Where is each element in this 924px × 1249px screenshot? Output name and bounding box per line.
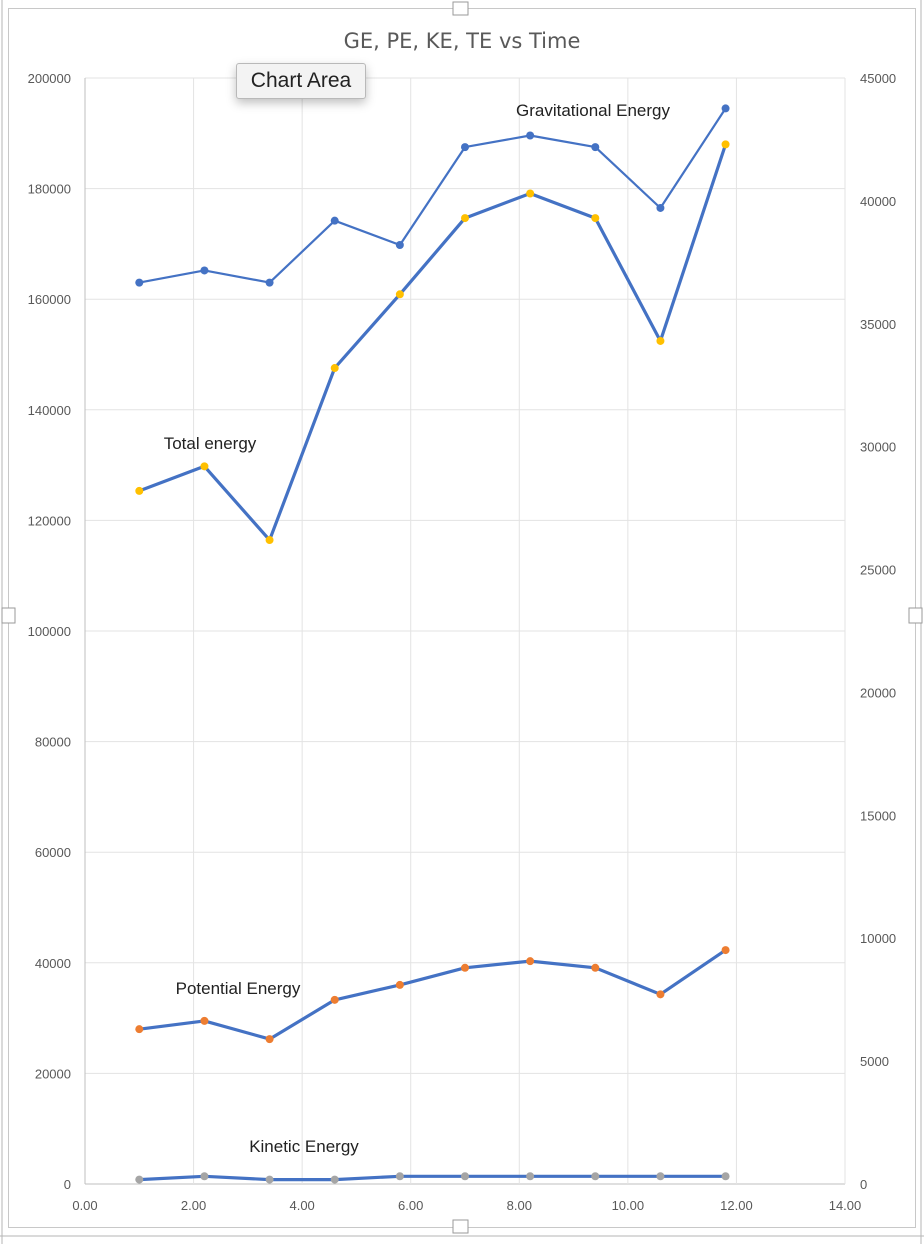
y-right-tick-label: 30000 xyxy=(860,440,896,455)
data-point xyxy=(135,278,144,287)
y-left-tick-label: 160000 xyxy=(28,292,71,307)
data-point xyxy=(721,104,730,113)
resize-handle-left[interactable] xyxy=(1,607,16,624)
data-point xyxy=(200,1172,209,1181)
data-point xyxy=(461,214,469,223)
series-label: Potential Energy xyxy=(176,979,301,998)
x-tick-label: 6.00 xyxy=(398,1198,423,1213)
data-point xyxy=(330,1175,339,1184)
data-point xyxy=(330,995,339,1004)
data-point xyxy=(721,946,730,955)
series-line xyxy=(139,107,727,284)
resize-handle-bottom[interactable] xyxy=(452,1219,469,1234)
data-point xyxy=(656,203,665,212)
y-right-tick-label: 40000 xyxy=(860,194,896,209)
x-tick-label: 4.00 xyxy=(289,1198,314,1213)
y-left-tick-label: 0 xyxy=(64,1177,71,1192)
data-point xyxy=(200,1016,209,1025)
x-tick-label: 8.00 xyxy=(507,1198,532,1213)
data-point xyxy=(656,990,665,999)
data-point xyxy=(721,140,730,149)
data-point xyxy=(200,462,209,471)
chart-area-tooltip: Chart Area xyxy=(236,63,366,99)
data-point xyxy=(265,536,274,545)
data-point xyxy=(135,486,144,495)
data-point xyxy=(526,189,535,198)
y-left-tick-label: 100000 xyxy=(28,624,71,639)
y-right-tick-label: 20000 xyxy=(860,685,896,700)
y-left-tick-label: 180000 xyxy=(28,182,71,197)
chart-title: GE, PE, KE, TE vs Time xyxy=(344,29,581,53)
data-point xyxy=(591,1172,600,1181)
series-labels: Gravitational Energy Total energy Potentia… xyxy=(164,101,671,1156)
data-point xyxy=(330,364,339,373)
data-point xyxy=(721,1172,730,1181)
series-line xyxy=(139,948,727,1041)
y-left-tick-label: 140000 xyxy=(28,403,71,418)
data-point xyxy=(591,963,600,972)
series-label: Kinetic Energy xyxy=(249,1137,359,1156)
series-line xyxy=(138,143,728,542)
y-right-tick-label: 0 xyxy=(860,1177,867,1192)
data-point xyxy=(330,216,339,225)
data-point xyxy=(265,1175,274,1184)
data-point xyxy=(656,336,665,345)
data-point xyxy=(265,1035,274,1044)
data-point xyxy=(526,131,535,140)
data-point xyxy=(461,963,469,972)
data-point xyxy=(395,1172,404,1181)
data-point xyxy=(591,214,600,223)
resize-handle-right[interactable] xyxy=(908,607,923,624)
series-markers xyxy=(135,104,730,1184)
x-tick-label: 2.00 xyxy=(181,1198,206,1213)
x-tick-label: 12.00 xyxy=(720,1198,753,1213)
data-point xyxy=(135,1175,144,1184)
data-point xyxy=(461,143,469,152)
tick-labels: 0200004000060000800001000001200001400001… xyxy=(28,71,897,1213)
y-right-tick-label: 5000 xyxy=(860,1054,889,1069)
y-left-tick-label: 40000 xyxy=(35,956,71,971)
series-line xyxy=(139,1174,726,1182)
x-tick-label: 10.00 xyxy=(612,1198,645,1213)
y-left-tick-label: 120000 xyxy=(28,513,71,528)
y-left-tick-label: 200000 xyxy=(28,71,71,86)
data-point xyxy=(265,278,274,287)
y-right-tick-label: 35000 xyxy=(860,317,896,332)
y-left-tick-label: 60000 xyxy=(35,845,71,860)
y-right-tick-label: 15000 xyxy=(860,808,896,823)
gridlines xyxy=(84,77,846,1185)
data-point xyxy=(656,1172,665,1181)
y-right-tick-label: 10000 xyxy=(860,931,896,946)
data-point xyxy=(526,1172,535,1181)
data-point xyxy=(591,143,600,152)
x-tick-label: 0.00 xyxy=(72,1198,97,1213)
data-point xyxy=(395,980,404,989)
series-label: Total energy xyxy=(164,434,257,453)
data-point xyxy=(395,241,404,250)
y-left-tick-label: 80000 xyxy=(35,735,71,750)
chart-area-border xyxy=(8,8,916,1228)
y-left-tick-label: 20000 xyxy=(35,1066,71,1081)
y-right-tick-label: 45000 xyxy=(860,71,896,86)
data-point xyxy=(395,290,404,299)
resize-handle-top[interactable] xyxy=(452,1,469,16)
series-label: Gravitational Energy xyxy=(516,101,671,120)
data-point xyxy=(135,1025,144,1034)
y-right-tick-label: 25000 xyxy=(860,563,896,578)
series-lines xyxy=(138,107,728,1182)
x-tick-label: 14.00 xyxy=(829,1198,862,1213)
data-point xyxy=(526,957,535,966)
data-point xyxy=(461,1172,469,1181)
data-point xyxy=(200,266,209,275)
